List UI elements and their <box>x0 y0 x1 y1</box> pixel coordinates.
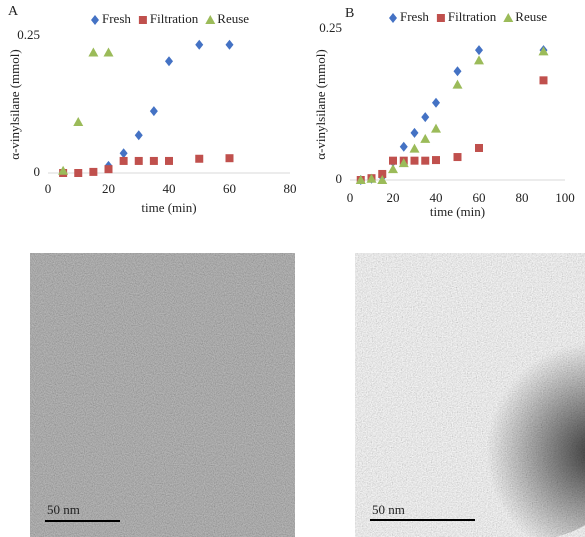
y-tick-label: 0.25 <box>319 20 342 35</box>
data-point <box>366 173 377 183</box>
data-point <box>421 156 430 165</box>
data-point <box>103 47 114 57</box>
x-tick-label: 100 <box>555 190 575 205</box>
tem-image-right: 50 nm <box>355 253 585 537</box>
legend-marker <box>205 15 216 24</box>
y-axis-label: α-vinylsilane (mmol) <box>7 49 22 159</box>
data-point <box>432 156 440 165</box>
data-point <box>431 123 441 133</box>
data-point <box>389 156 397 165</box>
x-tick-label: 20 <box>102 181 115 196</box>
legend-label: Reuse <box>217 11 249 26</box>
legend-label: Fresh <box>102 11 131 26</box>
data-point <box>410 127 419 138</box>
data-point <box>165 56 173 67</box>
data-point <box>119 156 128 165</box>
data-point <box>165 156 173 165</box>
data-point <box>377 175 388 184</box>
legend-marker <box>91 15 99 25</box>
x-axis-label: time (min) <box>141 200 196 215</box>
data-point <box>453 66 462 77</box>
legend-marker <box>436 14 445 22</box>
x-tick-label: 0 <box>347 190 354 205</box>
data-point <box>149 156 158 165</box>
data-point <box>474 55 484 65</box>
data-point <box>409 143 420 153</box>
x-axis-label: time (min) <box>430 204 485 219</box>
data-point <box>388 164 398 174</box>
data-point <box>195 39 204 50</box>
scale-bar-label: 50 nm <box>372 502 405 517</box>
x-tick-label: 80 <box>516 190 529 205</box>
legend-label: Reuse <box>515 9 547 24</box>
y-tick-label: 0.25 <box>17 27 40 42</box>
x-tick-label: 20 <box>387 190 400 205</box>
legend-marker <box>503 13 514 22</box>
data-point <box>58 165 69 175</box>
x-tick-label: 80 <box>284 181 297 196</box>
x-tick-label: 40 <box>430 190 443 205</box>
x-tick-label: 40 <box>163 181 176 196</box>
data-point <box>225 39 234 50</box>
data-point <box>453 153 462 162</box>
x-tick-label: 60 <box>223 181 236 196</box>
data-point <box>134 130 143 141</box>
y-tick-label: 0 <box>34 164 41 179</box>
legend-marker <box>138 16 147 24</box>
data-point <box>74 169 83 177</box>
tem-image-left: 50 nm <box>30 253 295 537</box>
data-point <box>355 175 366 184</box>
data-point <box>538 46 549 56</box>
data-point <box>452 79 463 89</box>
legend-label: Filtration <box>150 11 199 26</box>
data-point <box>432 97 440 108</box>
panel-label: B <box>345 6 354 21</box>
data-point <box>119 148 128 159</box>
data-point <box>475 143 483 152</box>
y-tick-label: 0 <box>336 171 343 186</box>
data-point <box>149 106 158 117</box>
x-tick-label: 60 <box>473 190 486 205</box>
data-point <box>539 76 548 85</box>
data-point <box>195 154 204 163</box>
data-point <box>399 141 408 152</box>
legend-marker <box>389 13 397 23</box>
data-point <box>134 156 143 165</box>
data-point <box>398 158 409 168</box>
data-point <box>89 167 98 176</box>
panel-label: A <box>8 4 19 19</box>
data-point <box>421 112 430 123</box>
y-axis-label: α-vinylsilane (mmol) <box>313 49 328 159</box>
data-point <box>410 156 419 165</box>
data-point <box>104 165 113 174</box>
scale-bar-label: 50 nm <box>47 502 80 517</box>
data-point <box>225 154 234 163</box>
data-point <box>475 45 483 56</box>
data-point <box>420 133 431 143</box>
data-point <box>73 117 84 127</box>
data-point <box>88 47 99 57</box>
data-point <box>378 169 387 178</box>
legend-label: Fresh <box>400 9 429 24</box>
x-tick-label: 0 <box>45 181 52 196</box>
legend-label: Filtration <box>448 9 497 24</box>
